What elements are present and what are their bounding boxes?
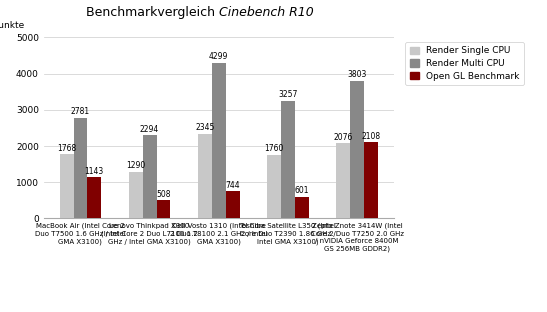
- Text: 2345: 2345: [195, 123, 214, 132]
- Text: Cinebench R10: Cinebench R10: [219, 6, 313, 19]
- Text: 3257: 3257: [278, 90, 298, 99]
- Text: 1768: 1768: [57, 144, 76, 153]
- Bar: [364, 142, 378, 218]
- Bar: [226, 192, 240, 218]
- Y-axis label: Punkte: Punkte: [0, 21, 25, 30]
- Bar: [267, 155, 281, 218]
- Text: Benchmarkvergleich: Benchmarkvergleich: [86, 6, 219, 19]
- Text: 1760: 1760: [264, 144, 284, 153]
- Bar: [73, 118, 88, 218]
- Bar: [88, 177, 101, 218]
- Text: 3803: 3803: [347, 70, 367, 79]
- Bar: [143, 135, 156, 218]
- Text: 2108: 2108: [362, 132, 381, 141]
- Bar: [295, 197, 309, 218]
- Text: 1290: 1290: [126, 161, 146, 170]
- Bar: [336, 143, 350, 218]
- Text: 601: 601: [295, 186, 309, 195]
- Bar: [156, 200, 170, 218]
- Bar: [350, 81, 364, 218]
- Bar: [281, 100, 295, 218]
- Text: 2781: 2781: [71, 107, 90, 116]
- Legend: Render Single CPU, Render Multi CPU, Open GL Benchmark: Render Single CPU, Render Multi CPU, Ope…: [405, 42, 524, 85]
- Text: 744: 744: [225, 181, 240, 190]
- Text: 1143: 1143: [85, 167, 104, 176]
- Text: 2294: 2294: [140, 125, 159, 134]
- Bar: [198, 134, 212, 218]
- Bar: [129, 172, 143, 218]
- Text: 2076: 2076: [334, 133, 353, 142]
- Bar: [212, 63, 226, 218]
- Text: 508: 508: [156, 190, 171, 198]
- Text: 4299: 4299: [209, 52, 229, 61]
- Bar: [60, 154, 73, 218]
